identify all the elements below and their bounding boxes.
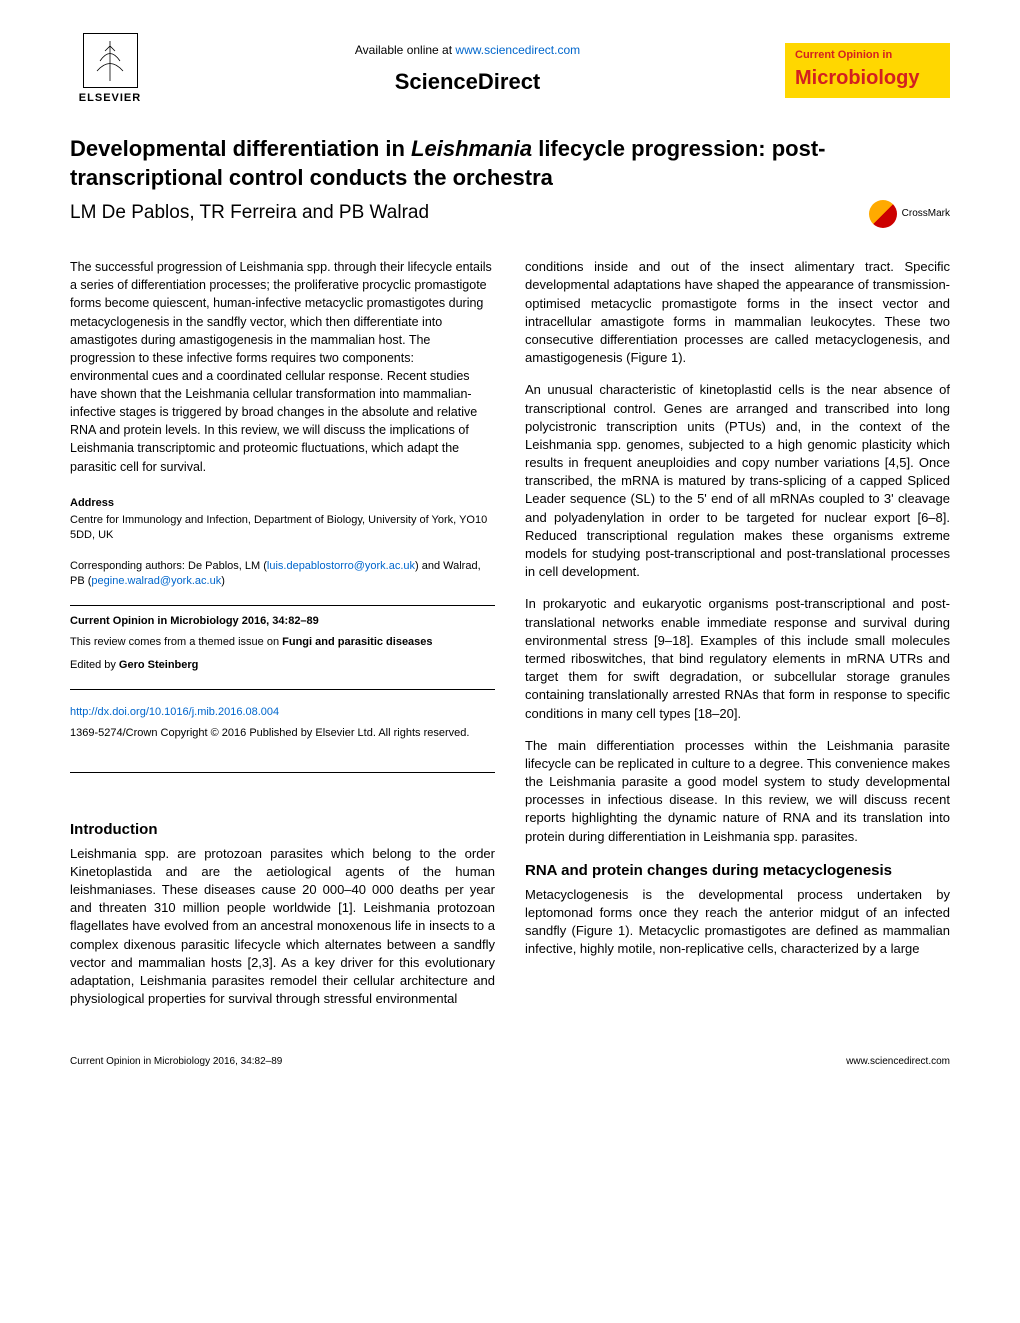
divider-mid: [70, 689, 495, 690]
right-column: conditions inside and out of the insect …: [525, 258, 950, 1022]
right-paragraph-4: The main differentiation processes withi…: [525, 737, 950, 846]
right-paragraph-3: In prokaryotic and eukaryotic organisms …: [525, 595, 950, 722]
header-row: ELSEVIER Available online at www.science…: [70, 30, 950, 110]
footer-right: www.sciencedirect.com: [846, 1055, 950, 1069]
themed-issue-name: Fungi and parasitic diseases: [282, 636, 432, 648]
article-title: Developmental differentiation in Leishma…: [70, 135, 950, 192]
rna-section-heading: RNA and protein changes during metacyclo…: [525, 860, 950, 881]
sciencedirect-heading: ScienceDirect: [150, 67, 785, 98]
available-online-text: Available online at www.sciencedirect.co…: [150, 42, 785, 59]
crossmark-icon: [869, 200, 897, 228]
introduction-heading: Introduction: [70, 819, 495, 840]
corresponding-email1-link[interactable]: luis.depablostorro@york.ac.uk: [267, 560, 415, 572]
available-online-label: Available online at: [355, 43, 456, 57]
corresponding-suffix: ): [221, 575, 225, 587]
spacer: [70, 779, 495, 819]
elsevier-logo: ELSEVIER: [70, 30, 150, 110]
doi-row: http://dx.doi.org/10.1016/j.mib.2016.08.…: [70, 702, 495, 720]
doi-link[interactable]: http://dx.doi.org/10.1016/j.mib.2016.08.…: [70, 706, 279, 718]
corresponding-email2-link[interactable]: pegine.walrad@york.ac.uk: [91, 575, 221, 587]
elsevier-label: ELSEVIER: [79, 91, 141, 106]
crossmark-widget[interactable]: CrossMark: [869, 200, 950, 228]
address-text: Centre for Immunology and Infection, Dep…: [70, 513, 495, 544]
left-column: The successful progression of Leishmania…: [70, 258, 495, 1022]
elsevier-tree-icon: [83, 33, 138, 88]
divider-bottom: [70, 772, 495, 773]
divider-top: [70, 605, 495, 606]
corresponding-prefix: Corresponding authors: De Pablos, LM (: [70, 560, 267, 572]
journal-badge: Current Opinion in Microbiology: [785, 43, 950, 98]
center-header: Available online at www.sciencedirect.co…: [150, 42, 785, 98]
title-part1: Developmental differentiation in: [70, 136, 411, 161]
themed-issue-prefix: This review comes from a themed issue on: [70, 636, 282, 648]
sciencedirect-url-link[interactable]: www.sciencedirect.com: [455, 43, 580, 57]
themed-issue-text: This review comes from a themed issue on…: [70, 635, 495, 650]
rna-paragraph-1: Metacyclogenesis is the developmental pr…: [525, 886, 950, 959]
address-label: Address: [70, 496, 495, 511]
title-section: Developmental differentiation in Leishma…: [70, 135, 950, 228]
journal-badge-line1: Current Opinion in: [795, 48, 940, 63]
crossmark-label: CrossMark: [902, 207, 950, 221]
right-paragraph-1: conditions inside and out of the insect …: [525, 258, 950, 367]
page-footer: Current Opinion in Microbiology 2016, 34…: [70, 1047, 950, 1069]
editor-name: Gero Steinberg: [119, 659, 198, 671]
journal-reference: Current Opinion in Microbiology 2016, 34…: [70, 614, 495, 629]
journal-badge-line2: Microbiology: [795, 64, 940, 92]
title-italic-species: Leishmania: [411, 136, 532, 161]
edited-by-prefix: Edited by: [70, 659, 119, 671]
two-column-layout: The successful progression of Leishmania…: [70, 258, 950, 1022]
edited-by-text: Edited by Gero Steinberg: [70, 658, 495, 673]
footer-left: Current Opinion in Microbiology 2016, 34…: [70, 1055, 282, 1069]
abstract-text: The successful progression of Leishmania…: [70, 258, 495, 476]
right-paragraph-2: An unusual characteristic of kinetoplast…: [525, 381, 950, 581]
authors-list: LM De Pablos, TR Ferreira and PB Walrad: [70, 200, 429, 227]
corresponding-authors: Corresponding authors: De Pablos, LM (lu…: [70, 559, 495, 590]
authors-row: LM De Pablos, TR Ferreira and PB Walrad …: [70, 200, 950, 228]
introduction-paragraph: Leishmania spp. are protozoan parasites …: [70, 845, 495, 1009]
copyright-text: 1369-5274/Crown Copyright © 2016 Publish…: [70, 726, 495, 741]
